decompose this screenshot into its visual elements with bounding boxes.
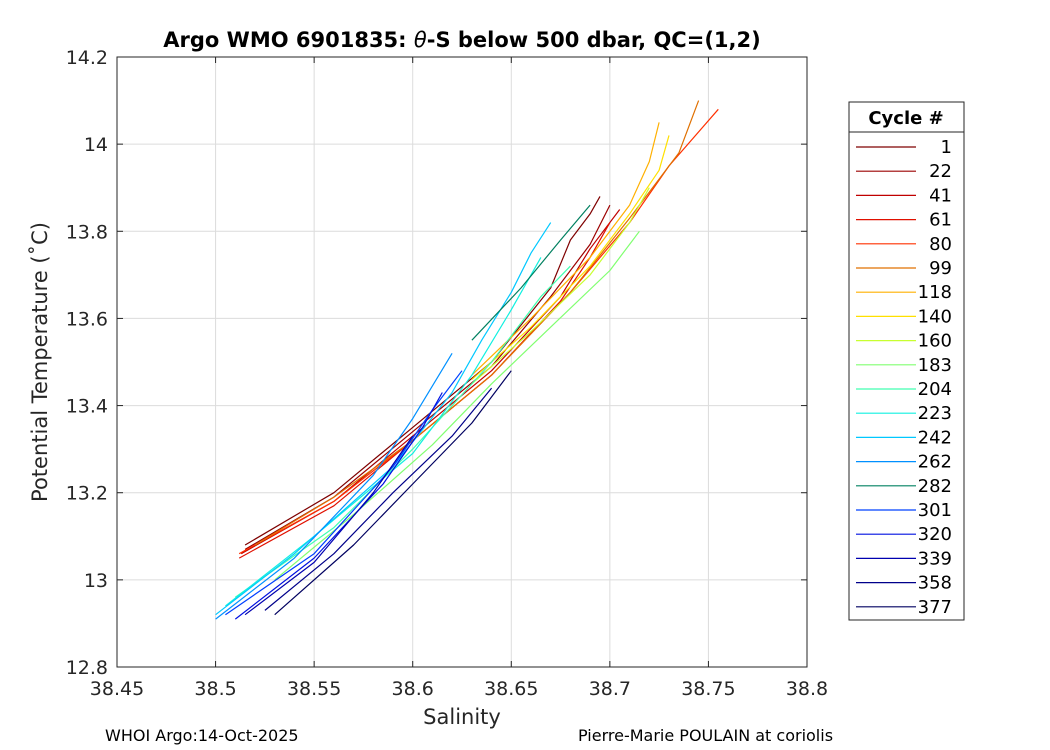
series-line-cycle-242 — [215, 222, 552, 616]
y-tick-label: 13.6 — [66, 308, 108, 330]
series-line-cycle-223 — [225, 257, 542, 607]
legend-label: 358 — [918, 573, 952, 594]
legend-label: 262 — [918, 452, 952, 473]
series-line-cycle-204 — [234, 265, 571, 598]
legend-label: 41 — [929, 185, 952, 206]
x-tick-label: 38.8 — [786, 678, 828, 700]
series-line-cycle-140 — [471, 135, 670, 380]
x-tick-label: 38.65 — [484, 678, 538, 700]
legend-label: 339 — [918, 548, 952, 569]
legend-label: 22 — [929, 161, 952, 182]
legend-label: 223 — [918, 403, 952, 424]
y-axis-label: Potential Temperature (˚C) — [28, 222, 52, 502]
y-tick-label: 13 — [84, 570, 108, 592]
y-tick-label: 14 — [84, 134, 108, 156]
legend-label: 61 — [929, 210, 952, 231]
legend-entries: 1 22 41 61 80 99 118 140 160 183 204 223 242 262 282 30… — [856, 137, 952, 618]
footer-credit-right: Pierre-Marie POULAIN at coriolis — [578, 726, 834, 745]
legend-label: 80 — [929, 234, 952, 255]
x-tick-label: 38.5 — [194, 678, 236, 700]
legend-label: 160 — [918, 331, 952, 352]
legend-label: 204 — [918, 379, 952, 400]
series-line-cycle-301 — [225, 370, 463, 616]
series-line-cycle-339 — [244, 435, 414, 616]
series-line-cycle-99 — [254, 100, 700, 546]
x-axis-label: Salinity — [423, 705, 501, 729]
series-line-cycle-1 — [244, 196, 601, 546]
legend-label: 320 — [918, 524, 952, 545]
series-line-cycle-118 — [471, 122, 660, 376]
legend-label: 242 — [918, 427, 952, 448]
series-line-cycle-377 — [274, 370, 512, 616]
axes-box — [116, 56, 808, 668]
series-line-cycle-262 — [215, 352, 453, 620]
x-axis-ticks: 38.45 38.5 38.55 38.6 38.65 38.7 38.75 38.8 — [90, 57, 828, 700]
legend-label: 377 — [918, 597, 952, 618]
legend-label: 1 — [941, 137, 952, 158]
legend-label: 301 — [918, 500, 952, 521]
legend-label: 183 — [918, 355, 952, 376]
series-line-cycle-183 — [274, 230, 640, 581]
x-tick-label: 38.45 — [90, 678, 144, 700]
series-line-cycle-320 — [234, 392, 443, 620]
series-line-cycle-160 — [471, 187, 650, 385]
plot-area: 38.45 38.5 38.55 38.6 38.65 38.7 38.75 38.8 12.… — [66, 47, 828, 700]
footer-credit-left: WHOI Argo:14-Oct-2025 — [105, 726, 299, 745]
x-tick-label: 38.55 — [287, 678, 341, 700]
legend-label: 99 — [929, 258, 952, 279]
y-tick-label: 12.8 — [66, 657, 108, 679]
series-line-cycle-358 — [264, 387, 493, 611]
series-layer — [215, 100, 719, 620]
chart-title: Argo WMO 6901835: θ-S below 500 dbar, QC… — [163, 28, 760, 52]
legend-label: 282 — [918, 476, 952, 497]
axes-background — [117, 57, 807, 667]
y-tick-label: 13.8 — [66, 221, 108, 243]
legend-title: Cycle # — [868, 108, 943, 129]
y-tick-label: 13.4 — [66, 396, 108, 418]
x-tick-label: 38.6 — [392, 678, 434, 700]
series-line-cycle-282 — [471, 204, 591, 341]
y-axis-ticks: 12.8 13 13.2 13.4 13.6 13.8 14 14.2 — [66, 47, 807, 679]
y-tick-label: 14.2 — [66, 47, 108, 69]
x-tick-label: 38.75 — [681, 678, 735, 700]
legend-label: 140 — [918, 306, 952, 327]
x-tick-label: 38.7 — [589, 678, 631, 700]
legend: Cycle # 1 22 41 61 80 99 118 140 160 183 204 223 242… — [848, 101, 965, 621]
y-tick-label: 13.2 — [66, 483, 108, 505]
legend-label: 118 — [918, 282, 952, 303]
